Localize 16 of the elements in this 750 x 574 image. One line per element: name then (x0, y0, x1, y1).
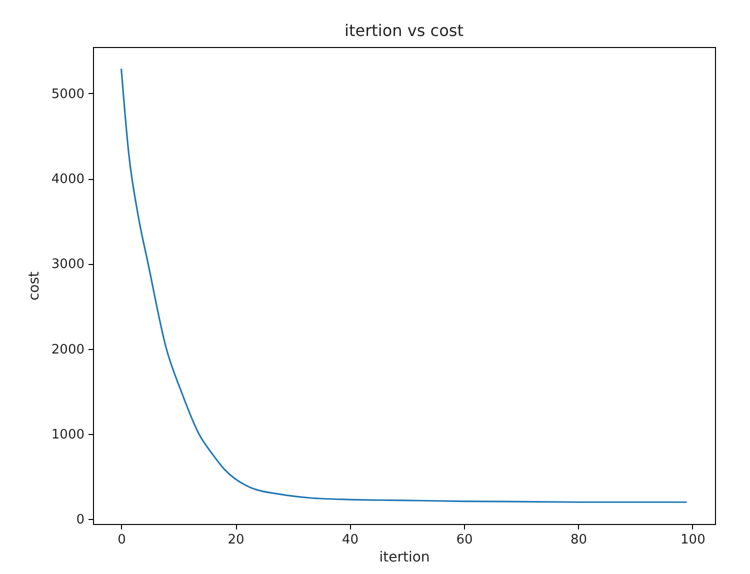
x-tick-label: 20 (228, 532, 244, 548)
y-tick-label: 3000 (51, 257, 84, 272)
x-tick-label: 40 (342, 532, 359, 548)
x-axis-title: itertion (379, 550, 430, 566)
y-tick-label: 1000 (51, 428, 84, 442)
x-tick-label: 60 (456, 532, 473, 548)
y-tick-label: 0 (76, 512, 84, 528)
chart-title: itertion vs cost (344, 21, 464, 40)
y-tick-label: 4000 (51, 172, 84, 188)
x-tick-label: 100 (680, 532, 706, 548)
y-tick-label: 2000 (51, 342, 84, 358)
x-tick-label: 0 (118, 532, 126, 548)
y-axis-title: cost (26, 270, 42, 301)
x-tick-label: 80 (570, 532, 587, 548)
y-tick-label: 5000 (51, 86, 84, 102)
line-series (120, 68, 688, 503)
